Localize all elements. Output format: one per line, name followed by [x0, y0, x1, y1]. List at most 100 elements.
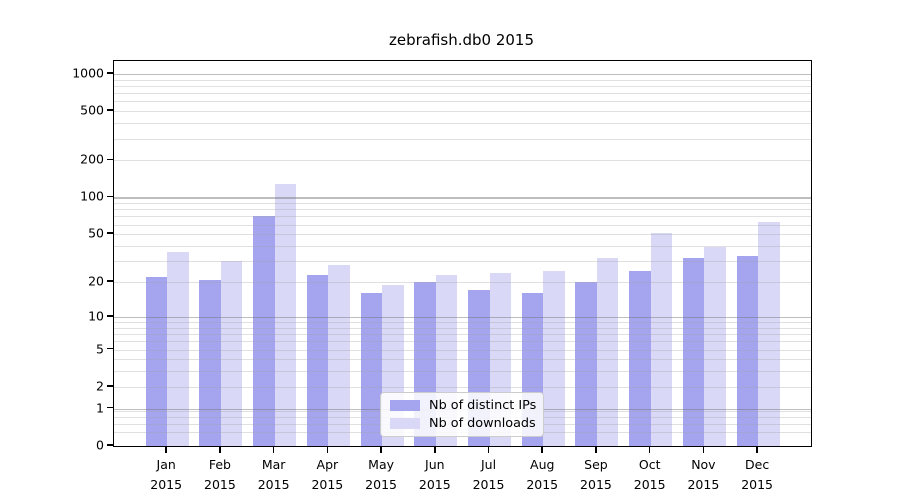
x-tick-mark	[541, 446, 544, 453]
bar-nb-of-distinct-ips-nov	[682, 257, 705, 446]
x-tick-mark	[702, 446, 705, 453]
legend-swatch-downloads	[390, 418, 420, 430]
minor-gridline	[114, 234, 811, 236]
minor-gridline	[114, 349, 811, 351]
legend-entry-downloads: Nb of downloads	[381, 416, 543, 431]
y-tick-mark	[107, 195, 113, 198]
x-tick-label: Feb 2015	[204, 457, 236, 493]
minor-gridline	[114, 327, 811, 329]
x-tick-label: Jan 2015	[150, 457, 183, 493]
y-tick-label: 1000	[72, 65, 104, 81]
minor-gridline	[114, 101, 811, 103]
x-tick-mark	[165, 446, 167, 453]
bar-nb-of-distinct-ips-sep	[575, 282, 597, 446]
y-tick-label: 500	[80, 102, 104, 118]
minor-gridline	[114, 386, 811, 388]
x-tick-mark	[487, 446, 490, 453]
bar-nb-of-downloads-oct	[650, 233, 673, 446]
x-tick-label: Oct 2015	[633, 457, 666, 493]
minor-gridline	[114, 79, 811, 81]
bar-nb-of-downloads-mar	[274, 184, 297, 446]
y-tick-label: 5	[96, 341, 104, 356]
y-tick-label: 20	[88, 273, 104, 289]
minor-gridline	[114, 111, 811, 113]
minor-gridline	[114, 123, 811, 125]
y-tick-label: 50	[88, 225, 104, 241]
y-tick-mark	[107, 280, 113, 282]
minor-gridline	[114, 322, 811, 323]
legend-label-downloads: Nb of downloads	[429, 416, 536, 432]
minor-gridline	[114, 334, 811, 336]
plot-area	[113, 60, 812, 447]
x-tick-label: Jul 2015	[472, 457, 505, 493]
minor-gridline	[114, 85, 811, 87]
y-tick-label: 200	[80, 151, 104, 167]
minor-gridline	[114, 160, 811, 162]
x-tick-mark	[595, 446, 597, 453]
bar-nb-of-distinct-ips-may	[360, 293, 383, 446]
major-gridline	[114, 316, 811, 319]
legend-entry-distinct-ips: Nb of distinct IPs	[381, 398, 543, 413]
minor-gridline	[114, 224, 811, 226]
x-tick-label: Dec 2015	[741, 457, 774, 493]
y-tick-label: 10	[88, 308, 104, 324]
y-tick-mark	[107, 72, 113, 74]
y-tick-mark	[107, 347, 113, 350]
y-tick-mark	[107, 444, 113, 446]
legend-label-distinct-ips: Nb of distinct IPs	[429, 397, 537, 413]
y-tick-mark	[107, 158, 113, 161]
minor-gridline	[114, 341, 811, 343]
x-tick-label: Sep 2015	[580, 457, 612, 493]
x-tick-mark	[434, 446, 436, 453]
x-tick-mark	[219, 446, 221, 453]
minor-gridline	[114, 209, 811, 211]
y-tick-mark	[107, 406, 113, 409]
minor-gridline	[114, 261, 811, 263]
x-tick-mark	[326, 446, 329, 453]
chart-title: zebrafish.db0 2015	[388, 31, 535, 49]
bar-nb-of-downloads-jan	[167, 251, 189, 446]
bar-nb-of-downloads-aug	[543, 270, 565, 446]
bar-nb-of-distinct-ips-dec	[736, 256, 759, 446]
bar-nb-of-distinct-ips-feb	[199, 279, 221, 446]
bar-nb-of-distinct-ips-mar	[253, 215, 275, 446]
y-tick-label: 1	[96, 400, 104, 416]
x-tick-label: Jun 2015	[418, 457, 451, 493]
minor-gridline	[114, 138, 811, 140]
minor-gridline	[114, 282, 811, 284]
major-gridline	[114, 73, 811, 76]
minor-gridline	[114, 371, 811, 373]
minor-gridline	[114, 359, 811, 361]
minor-gridline	[114, 216, 811, 218]
x-tick-mark	[380, 446, 382, 453]
bar-nb-of-downloads-feb	[220, 261, 243, 446]
bar-nb-of-downloads-dec	[758, 222, 780, 446]
bar-nb-of-distinct-ips-jan	[145, 277, 168, 446]
bar-nb-of-distinct-ips-oct	[629, 270, 651, 446]
x-tick-label: May 2015	[365, 457, 397, 493]
x-tick-mark	[272, 446, 275, 453]
y-tick-label: 100	[80, 188, 104, 204]
y-tick-mark	[107, 232, 113, 235]
minor-gridline	[114, 203, 811, 205]
x-tick-mark	[756, 446, 758, 453]
x-tick-label: Nov 2015	[687, 457, 720, 493]
bar-nb-of-downloads-apr	[328, 264, 350, 446]
x-tick-label: Mar 2015	[257, 457, 290, 493]
legend-swatch-distinct-ips	[390, 399, 420, 411]
minor-gridline	[114, 246, 811, 247]
x-tick-label: Apr 2015	[311, 457, 344, 493]
y-tick-mark	[107, 385, 113, 387]
y-tick-label: 2	[96, 378, 104, 394]
bar-nb-of-distinct-ips-apr	[306, 274, 329, 446]
major-gridline	[114, 197, 811, 199]
minor-gridline	[114, 93, 811, 95]
x-tick-label: Aug 2015	[526, 457, 559, 493]
bar-nb-of-downloads-nov	[704, 247, 726, 446]
bar-nb-of-downloads-sep	[596, 257, 619, 446]
y-tick-mark	[107, 315, 113, 317]
y-tick-label: 0	[96, 437, 104, 453]
x-tick-mark	[648, 446, 651, 453]
legend: Nb of distinct IPs Nb of downloads	[380, 392, 544, 437]
